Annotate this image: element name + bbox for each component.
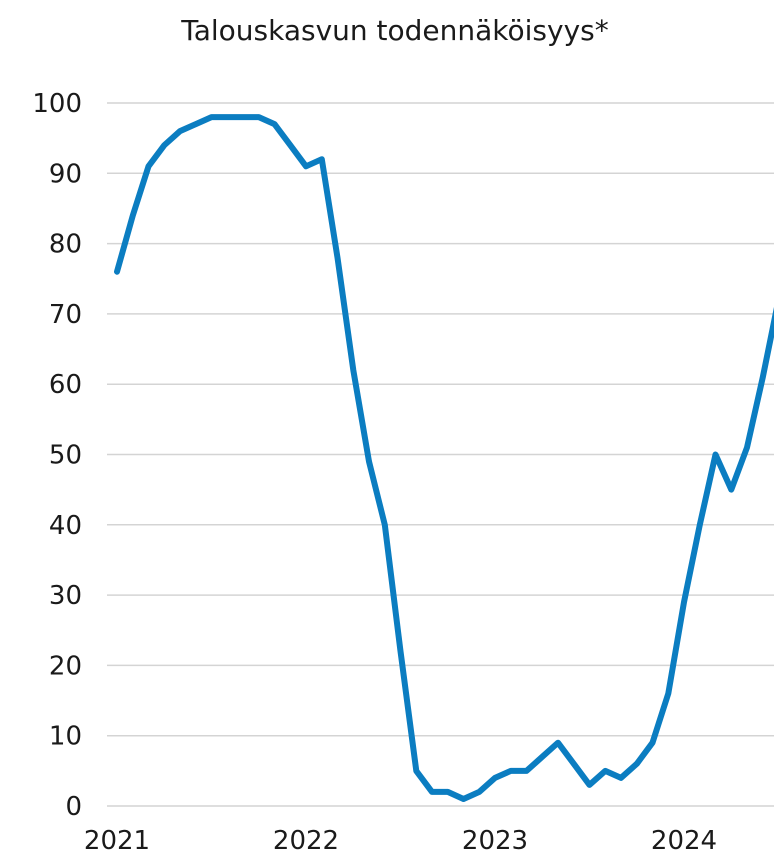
y-tick-label: 20	[49, 651, 82, 681]
x-tick-label: 2023	[462, 826, 528, 856]
y-tick-label: 40	[49, 511, 82, 541]
y-tick-label: 30	[49, 581, 82, 611]
x-tick-label: 2024	[651, 826, 717, 856]
x-tick-label: 2022	[273, 826, 339, 856]
y-tick-label: 70	[49, 300, 82, 330]
x-axis: 2021 2022 2023 2024	[84, 826, 717, 856]
y-tick-label: 60	[49, 370, 82, 400]
chart-title: Talouskasvun todennäköisyys*	[180, 14, 609, 47]
x-tick-label: 2021	[84, 826, 150, 856]
series-line	[114, 114, 774, 802]
y-tick-label: 10	[49, 722, 82, 752]
series-layer	[114, 114, 774, 802]
y-axis: 0 10 20 30 40 50 60 70 80 90 100	[32, 89, 82, 822]
y-tick-label: 90	[49, 159, 82, 189]
gridlines	[107, 102, 774, 807]
y-tick-label: 0	[65, 792, 82, 822]
y-tick-label: 50	[49, 441, 82, 471]
y-tick-label: 80	[49, 230, 82, 260]
y-tick-label: 100	[32, 89, 82, 119]
